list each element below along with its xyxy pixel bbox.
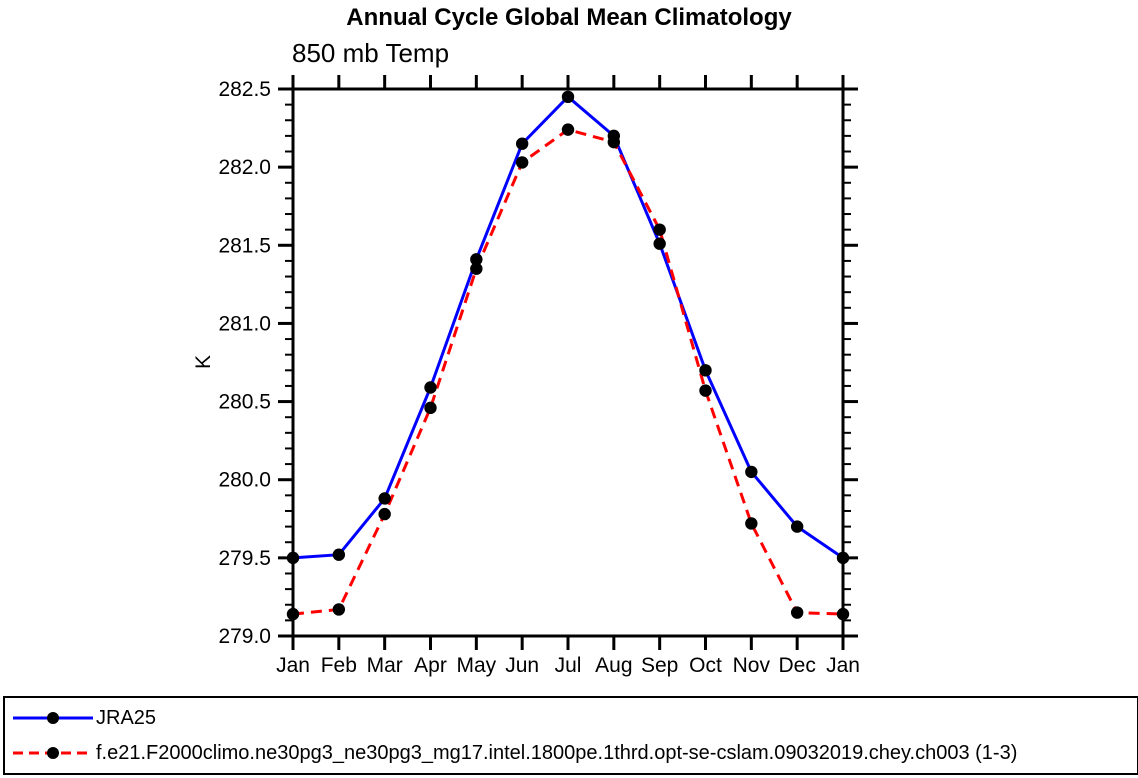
data-point-marker	[561, 90, 575, 104]
data-point-marker	[561, 123, 575, 136]
data-point-marker	[286, 551, 300, 565]
data-point-marker	[745, 465, 758, 479]
chart-title: Annual Cycle Global Mean Climatology	[346, 4, 792, 31]
data-point-marker	[699, 384, 712, 397]
legend-marker	[47, 747, 59, 760]
x-axis-tick-label: Oct	[689, 654, 722, 677]
data-point-marker	[515, 137, 529, 150]
data-point-marker	[332, 548, 346, 561]
data-point-marker	[790, 606, 804, 619]
y-axis-tick-label: 279.5	[218, 547, 271, 570]
data-point-marker	[515, 156, 529, 169]
data-point-marker	[745, 517, 758, 530]
legend-marker	[47, 711, 59, 724]
data-point-marker	[332, 603, 346, 616]
data-point-marker	[699, 364, 712, 377]
data-point-marker	[836, 551, 850, 565]
x-axis-tick-label: Jul	[555, 654, 582, 677]
data-point-marker	[424, 401, 437, 415]
data-point-marker	[836, 607, 850, 621]
y-axis-tick-label: 279.0	[218, 625, 271, 648]
x-axis-tick-label: Dec	[778, 654, 815, 677]
y-axis-tick-label: 280.5	[218, 391, 271, 414]
x-axis-tick-label: Apr	[414, 654, 447, 677]
chart-subtitle: 850 mb Temp	[292, 38, 450, 68]
series-line-solid	[292, 94, 844, 560]
data-point-marker	[607, 135, 621, 149]
plot-frame	[291, 87, 845, 638]
data-point-marker	[653, 223, 666, 236]
data-point-marker	[653, 237, 666, 250]
data-point-marker	[470, 262, 483, 275]
x-axis-tick-label: Sep	[641, 654, 678, 677]
x-axis-tick-label: Nov	[733, 654, 771, 677]
legend-label-model: f.e21.F2000climo.ne30pg3_ne30pg3_mg17.in…	[96, 742, 1018, 765]
x-axis-tick-label: Jun	[505, 654, 539, 677]
data-point-marker	[286, 607, 300, 621]
legend-label-jra25: JRA25	[96, 706, 157, 729]
data-point-marker	[378, 492, 391, 505]
x-axis-tick-label: May	[456, 654, 496, 677]
data-point-marker	[378, 507, 391, 521]
legend-box: JRA25 f.e21.F2000climo.ne30pg3_ne30pg3_m…	[3, 696, 1138, 775]
data-point-marker	[470, 253, 483, 266]
data-point-marker	[424, 381, 437, 394]
legend-sample-line-icon	[13, 747, 93, 760]
x-axis-tick-label: Feb	[321, 654, 357, 677]
legend-row-model: f.e21.F2000climo.ne30pg3_ne30pg3_mg17.in…	[11, 737, 1137, 769]
y-axis-tick-label: 281.0	[218, 312, 271, 335]
legend-row-jra25: JRA25	[11, 702, 1137, 734]
y-axis-tick-label: 282.0	[218, 156, 271, 179]
x-axis-tick-label: Jan	[276, 654, 310, 677]
data-point-marker	[790, 520, 804, 533]
x-axis-tick-label: Mar	[367, 654, 403, 677]
series-line-dashed	[292, 127, 844, 616]
x-axis-tick-label: Jan	[826, 654, 860, 677]
y-axis-tick-label: 280.0	[218, 469, 271, 492]
legend-sample-line-icon	[13, 711, 93, 724]
x-axis-tick-label: Aug	[595, 654, 632, 677]
y-axis-tick-label: 281.5	[218, 234, 271, 257]
y-axis-tick-label: 282.5	[218, 78, 271, 101]
